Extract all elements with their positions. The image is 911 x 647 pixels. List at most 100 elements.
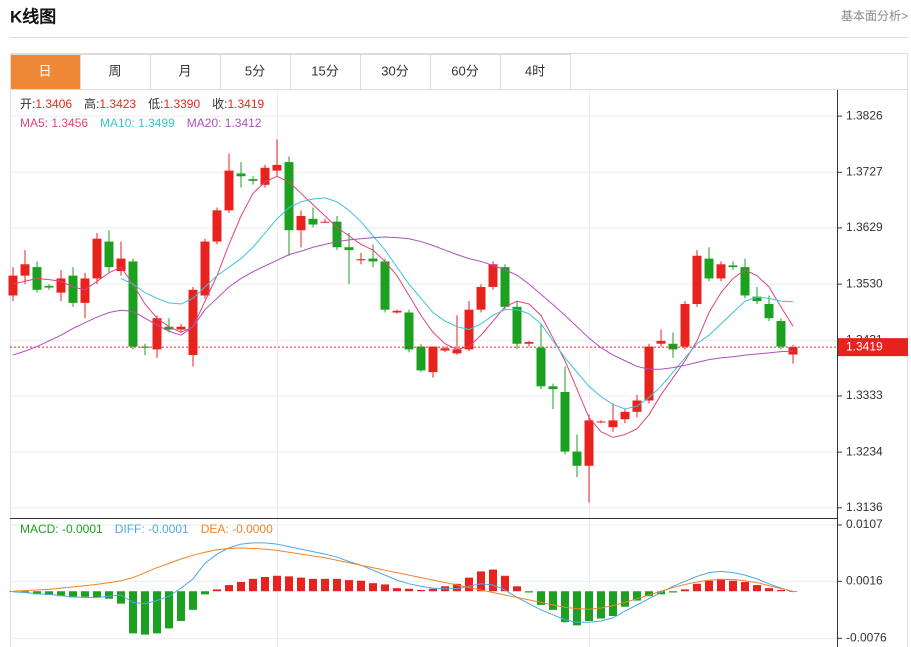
tab-label[interactable]: 30分 bbox=[381, 63, 408, 78]
info-label: 低: bbox=[148, 97, 163, 111]
candle-body bbox=[512, 306, 522, 344]
macd-bar bbox=[597, 591, 605, 619]
y-tick-label: -0.0076 bbox=[846, 630, 887, 644]
tab-label[interactable]: 60分 bbox=[451, 63, 478, 78]
candle-body bbox=[236, 173, 246, 177]
candle-body bbox=[272, 164, 282, 171]
macd-bar bbox=[693, 583, 701, 592]
macd-bar bbox=[489, 569, 497, 592]
y-tick-label: 1.3234 bbox=[846, 444, 883, 458]
candle-body bbox=[548, 386, 558, 390]
fundamental-link[interactable]: 基本面分析> bbox=[841, 9, 908, 23]
info-label: 收: bbox=[212, 97, 227, 111]
tab-label[interactable]: 5分 bbox=[245, 63, 265, 78]
macd-bar bbox=[417, 590, 425, 592]
candle-body bbox=[596, 421, 606, 423]
macd-bar bbox=[273, 575, 281, 592]
candle-body bbox=[428, 346, 438, 373]
macd-bar bbox=[645, 591, 653, 597]
macd-bar bbox=[549, 591, 557, 610]
tab-label[interactable]: 周 bbox=[108, 63, 121, 78]
candle-body bbox=[200, 241, 210, 296]
macd-bar bbox=[297, 577, 305, 592]
macd-bar bbox=[249, 578, 257, 592]
candle-body bbox=[188, 289, 198, 356]
candle-body bbox=[680, 304, 690, 347]
y-tick-label: 1.3629 bbox=[846, 220, 883, 234]
candle-body bbox=[104, 241, 114, 268]
tab[interactable] bbox=[360, 54, 431, 90]
macd-bar bbox=[69, 591, 77, 598]
candle-body bbox=[524, 342, 534, 344]
tab[interactable] bbox=[430, 54, 501, 90]
macd-bar bbox=[393, 588, 401, 592]
info-value: 1.3390 bbox=[163, 97, 200, 111]
line bbox=[120, 197, 794, 410]
candle-body bbox=[764, 304, 774, 319]
plot bbox=[8, 115, 837, 639]
macd-bar bbox=[477, 571, 485, 592]
macd-bar bbox=[213, 589, 221, 592]
y-tick-label: 1.3136 bbox=[846, 500, 883, 514]
legend-entry: MA10: 1.3499 bbox=[100, 116, 175, 130]
y-tick-label: 1.3727 bbox=[846, 164, 883, 178]
line bbox=[12, 542, 794, 623]
candle-body bbox=[80, 278, 90, 303]
candle-body bbox=[608, 420, 618, 428]
macd-bar bbox=[381, 584, 389, 592]
macd-bar bbox=[585, 591, 593, 621]
candle-body bbox=[224, 170, 234, 211]
tab[interactable] bbox=[150, 54, 221, 90]
candle-body bbox=[368, 258, 378, 262]
line bbox=[12, 236, 794, 370]
candle-body bbox=[416, 346, 426, 371]
macd-bar bbox=[129, 591, 137, 634]
last-price-tag bbox=[838, 338, 908, 357]
legend-entry: DEA: -0.0000 bbox=[201, 522, 273, 536]
y-tick-label: 1.3826 bbox=[846, 108, 883, 122]
macd-bar bbox=[465, 577, 473, 592]
tab[interactable] bbox=[10, 54, 81, 90]
macd-bar bbox=[45, 591, 53, 595]
candle-body bbox=[716, 264, 726, 279]
macd-bar bbox=[405, 588, 413, 592]
legend-entry: MACD: -0.0001 bbox=[20, 522, 103, 536]
macd-bar bbox=[525, 591, 533, 593]
candle-body bbox=[56, 278, 66, 293]
macd-bar bbox=[57, 591, 65, 597]
y-tick-label: 0.0016 bbox=[846, 574, 883, 588]
tab-label[interactable]: 月 bbox=[178, 63, 191, 78]
page-title: K线图 bbox=[10, 6, 56, 26]
tab[interactable] bbox=[220, 54, 291, 90]
info-value: 1.3406 bbox=[35, 97, 72, 111]
candle-body bbox=[116, 258, 126, 272]
candle-body bbox=[740, 267, 750, 296]
info-value: 1.3419 bbox=[227, 97, 264, 111]
info-label: 高: bbox=[84, 96, 99, 111]
candle-body bbox=[92, 238, 102, 279]
candle-body bbox=[68, 275, 78, 303]
macd-bar bbox=[765, 588, 773, 592]
macd-bar bbox=[285, 576, 293, 592]
line bbox=[12, 547, 794, 610]
candle-body bbox=[572, 451, 582, 466]
tab[interactable] bbox=[80, 54, 151, 90]
macd-bar bbox=[321, 578, 329, 592]
candle-body bbox=[440, 348, 450, 351]
tab-label[interactable]: 4时 bbox=[525, 63, 545, 78]
tab-label[interactable]: 日 bbox=[38, 63, 51, 78]
macd-bar bbox=[9, 591, 17, 592]
legend: MACD: -0.0001 DIFF: -0.0001 DEA: -0.0000 bbox=[20, 522, 273, 536]
legend-entry: MA5: 1.3456 bbox=[20, 116, 88, 130]
macd-bar bbox=[81, 591, 89, 597]
candle-body bbox=[344, 247, 354, 251]
candle-body bbox=[380, 261, 390, 310]
candle-body bbox=[332, 221, 342, 248]
info-value: 1.3423 bbox=[99, 97, 136, 111]
line bbox=[12, 175, 794, 438]
candle-body bbox=[44, 285, 54, 288]
macd-bar bbox=[513, 586, 521, 592]
tab-label[interactable]: 15分 bbox=[311, 63, 338, 78]
candle-body bbox=[128, 261, 138, 347]
